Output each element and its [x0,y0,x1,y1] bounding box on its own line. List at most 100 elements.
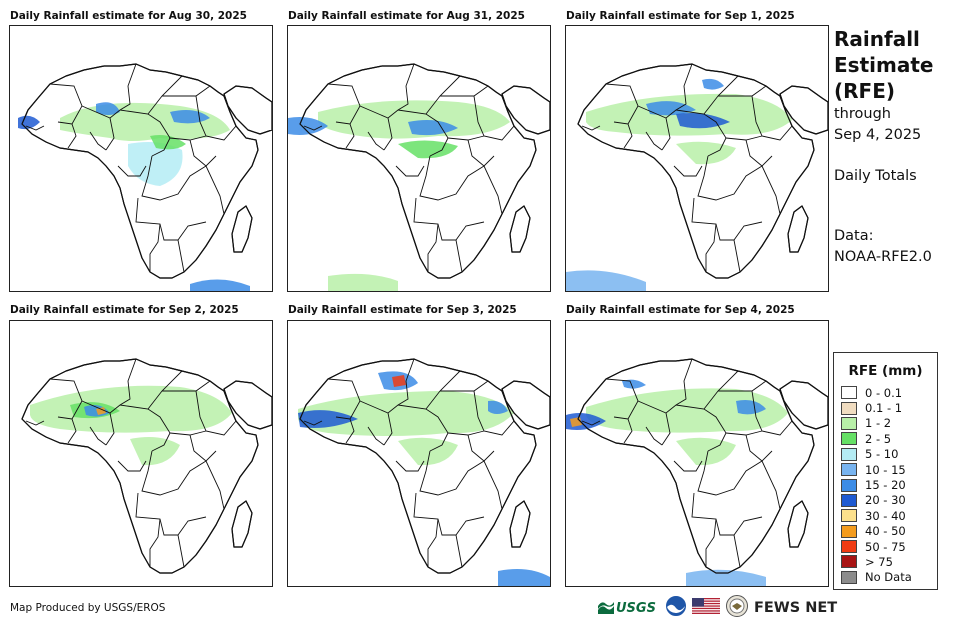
fews-net-logo-text: FEWS NET [753,600,838,616]
coastline [501,380,550,430]
country-border [135,492,207,536]
rainfall-area [318,100,510,139]
country-border [303,125,323,131]
country-border [81,358,137,414]
country-border [675,109,727,157]
country-border [673,165,703,177]
country-border [623,123,633,149]
panel-title: Daily Rainfall estimate for Sep 3, 2025 [288,304,517,316]
map-credit: Map Produced by USGS/EROS [10,602,166,614]
panel-title: Daily Rainfall estimate for Aug 30, 2025 [10,10,247,22]
country-border [467,139,485,167]
rainfall-area [566,270,646,291]
country-border [483,460,503,510]
legend-label: 10 - 15 [865,462,906,477]
landmass [299,358,537,574]
legend-label: > 75 [865,554,893,569]
title-line: (RFE) [834,79,896,103]
rainfall-area [392,375,406,387]
state-department-seal-icon [725,595,748,621]
country-border [383,412,393,446]
country-border [419,155,495,201]
data-source: NOAA-RFE2.0 [834,249,932,265]
africa-map [298,358,550,586]
agency-logos: USGS FEWS NET [598,595,838,621]
rainfall-area [398,140,458,159]
country-border [397,109,449,157]
legend-swatch [841,401,857,415]
legend-item: 15 - 20 [834,477,937,492]
country-border [177,239,185,273]
legend-item: 0 - 0.1 [834,385,937,400]
africa-map [288,63,550,291]
panel-title: Daily Rainfall estimate for Sep 2, 2025 [10,304,239,316]
africa-map [566,358,828,586]
country-border [345,123,355,149]
us-flag-icon [691,598,720,618]
country-border [705,518,717,567]
africa-map [566,63,828,291]
rainfall-area [128,142,183,186]
coastline [509,500,531,548]
rainfall-area [622,379,646,389]
country-border [25,125,45,131]
country-border [581,125,601,131]
coastline [231,500,253,548]
country-border [637,63,693,119]
country-border [705,223,717,272]
coastline [787,205,809,253]
legend-label: 40 - 50 [865,524,906,539]
country-border [645,131,663,151]
africa-map [21,358,272,574]
coastline [299,63,537,279]
rainfall-map-aug-30 [9,25,273,292]
legend-swatch [841,432,857,446]
title-line: Rainfall [834,27,920,51]
country-border [661,117,671,151]
rainfall-area [96,407,106,415]
rainfall-map-sep-4 [565,320,829,587]
legend-label: 0.1 - 1 [865,401,903,416]
through-date: Sep 4, 2025 [834,127,922,143]
country-border [367,426,385,446]
country-border [117,165,147,177]
legend-swatch [841,386,857,400]
legend-label: 5 - 10 [865,447,899,462]
country-border [455,239,463,273]
legend-swatch [841,416,857,430]
legend-swatch [841,478,857,492]
country-border [67,418,77,444]
country-border [149,518,161,567]
legend-swatch [841,447,857,461]
panel-title: Daily Rainfall estimate for Sep 1, 2025 [566,10,795,22]
legend-swatch [841,555,857,569]
country-border [661,412,671,446]
country-border [745,139,763,167]
country-border [345,418,355,444]
legend-swatch [841,524,857,538]
rainfall-area [488,400,508,414]
country-border [135,197,207,241]
country-border [89,131,107,151]
legend-label: 20 - 30 [865,493,906,508]
legend-swatch [841,493,857,507]
legend-item: 5 - 10 [834,447,937,462]
country-border [383,117,393,151]
rainfall-area [736,400,766,415]
country-border [697,450,773,496]
rainfall-map-sep-1 [565,25,829,292]
country-border [675,404,727,452]
legend-item: 20 - 30 [834,493,937,508]
country-border [427,223,439,272]
country-border [483,165,503,215]
country-border [105,412,115,446]
country-border [697,155,773,201]
country-border [141,155,217,201]
panel-title: Daily Rainfall estimate for Sep 4, 2025 [566,304,795,316]
legend-swatch [841,540,857,554]
rainfall-area [190,279,250,291]
noaa-logo-icon [665,596,686,620]
legend-item: No Data [834,570,937,585]
landmass [299,63,537,279]
